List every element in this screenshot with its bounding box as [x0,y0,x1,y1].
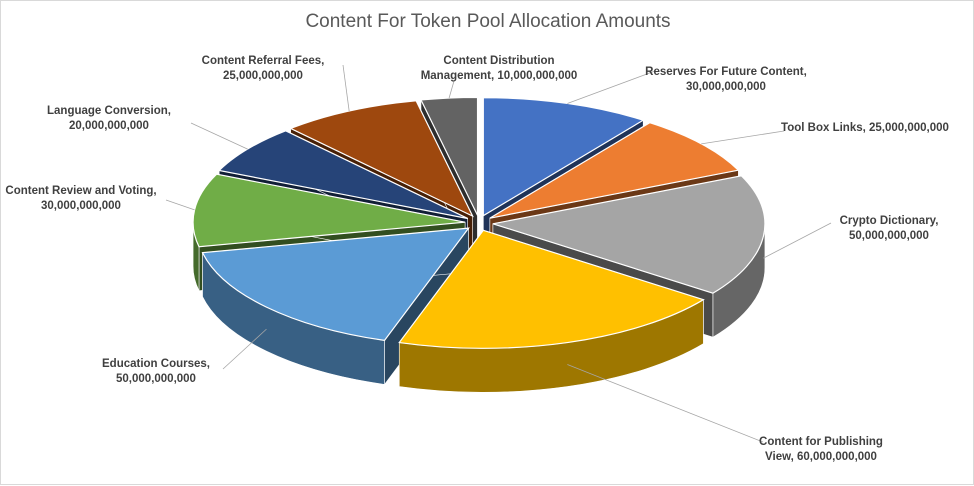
slice-label-0: Reserves For Future Content, 30,000,000,0… [645,66,807,93]
slice-label-7-line-1: 25,000,000,000 [223,70,303,82]
slice-label-5-line-1: 30,000,000,000 [41,200,121,212]
slice-4-top [201,227,470,342]
slice-1-top [489,122,740,219]
slice-labels: Reserves For Future Content, 30,000,000,0… [5,55,949,463]
slice-3-top [398,229,705,349]
slice-label-4: Education Courses, 50,000,000,000 [102,358,210,385]
slice-label-1-line-0: Tool Box Links, 25,000,000,000 [781,122,949,134]
slice-label-4-line-0: Education Courses, [102,358,210,370]
leader-lines [165,64,832,443]
slice-label-2: Crypto Dictionary, 50,000,000,000 [840,215,939,242]
slice-label-0-line-0: Reserves For Future Content, [645,66,807,78]
slice-label-8: Content Distribution Management, 10,000,0… [421,55,578,82]
slice-label-7-line-0: Content Referral Fees, [202,55,325,67]
slice-8-top [420,96,479,216]
slice-label-8-line-1: Management, 10,000,000,000 [421,70,578,82]
leader-line-8 [448,80,455,99]
slice-label-7: Content Referral Fees, 25,000,000,000 [202,55,325,82]
leader-line-7 [342,64,350,112]
slice-2-top [492,175,766,294]
slice-0-top [482,97,645,217]
slice-6-top [217,130,468,220]
leader-line-6 [190,122,248,150]
slice-label-3-line-0: Content for Publishing [759,436,883,448]
leader-line-5 [165,199,195,211]
leader-line-4 [222,328,267,370]
chart-title: Content For Token Pool Allocation Amount… [305,11,671,32]
pie-top-layer [192,96,766,349]
leader-line-2 [763,222,832,259]
leader-line-0 [567,70,656,104]
slice-5-top [192,173,466,248]
slice-label-1: Tool Box Links, 25,000,000,000 [781,122,949,134]
leader-line-3 [567,364,764,443]
slice-label-2-line-1: 50,000,000,000 [849,230,929,242]
slice-label-8-line-0: Content Distribution [443,55,554,67]
slice-label-0-line-1: 30,000,000,000 [686,81,766,93]
slice-label-3-line-1: View, 60,000,000,000 [765,451,877,463]
slice-label-6-line-0: Language Conversion, [47,105,171,117]
slice-label-6-line-1: 20,000,000,000 [69,120,149,132]
slice-label-4-line-1: 50,000,000,000 [116,373,196,385]
slice-label-6: Language Conversion, 20,000,000,000 [47,105,171,132]
slice-label-5-line-0: Content Review and Voting, [5,185,156,197]
slice-7-top [289,100,474,218]
slice-label-2-line-0: Crypto Dictionary, [840,215,939,227]
leader-line-1 [701,130,785,145]
slice-label-3: Content for Publishing View, 60,000,000,0… [759,436,883,463]
slice-label-5: Content Review and Voting, 30,000,000,000 [5,185,156,212]
